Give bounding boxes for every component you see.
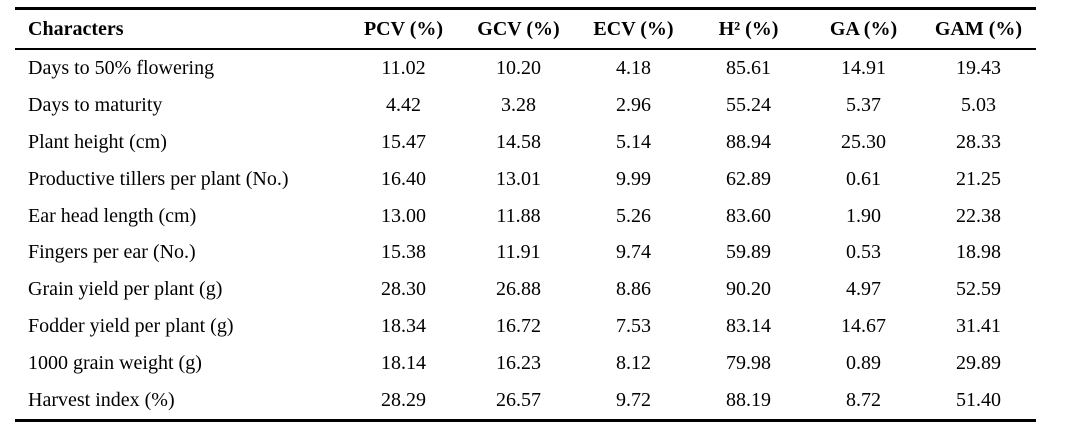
cell-value: 18.98	[956, 241, 1001, 264]
cell-value: 2.96	[616, 93, 651, 116]
cell-value: 9.99	[616, 167, 651, 190]
cell-value: 0.61	[846, 167, 881, 190]
cell-value: 1.90	[846, 204, 881, 227]
table-row: Ear head length (cm) 13.00 11.88 5.26 83…	[15, 198, 1036, 235]
genetic-variability-table: Characters PCV (%) GCV (%) ECV (%) H² (%…	[15, 7, 1036, 422]
table-row: Grain yield per plant (g) 28.30 26.88 8.…	[15, 271, 1036, 308]
cell-value: 25.30	[841, 130, 886, 153]
cell-value: 15.38	[381, 241, 426, 264]
cell-value: 9.72	[616, 388, 651, 411]
row-label: Fingers per ear (No.)	[28, 241, 196, 264]
cell-value: 8.12	[616, 352, 651, 375]
cell-value: 10.20	[496, 56, 541, 79]
table-row: Plant height (cm) 15.47 14.58 5.14 88.94…	[15, 124, 1036, 161]
cell-value: 21.25	[956, 167, 1001, 190]
cell-value: 0.53	[846, 241, 881, 264]
cell-value: 14.91	[841, 56, 886, 79]
cell-value: 62.89	[726, 167, 771, 190]
row-label: 1000 grain weight (g)	[28, 352, 202, 375]
row-label: Days to 50% flowering	[28, 56, 215, 79]
cell-value: 9.74	[616, 241, 651, 264]
cell-value: 83.60	[726, 204, 771, 227]
table-row: Days to maturity 4.42 3.28 2.96 55.24 5.…	[15, 87, 1036, 124]
row-label: Plant height (cm)	[28, 130, 167, 153]
column-header-ga: GA (%)	[806, 8, 921, 50]
cell-value: 51.40	[956, 388, 1001, 411]
column-header-h2: H² (%)	[691, 8, 806, 50]
table-row: 1000 grain weight (g) 18.14 16.23 8.12 7…	[15, 345, 1036, 382]
cell-value: 5.03	[961, 93, 996, 116]
cell-value: 85.61	[726, 56, 771, 79]
row-label: Harvest index (%)	[28, 388, 175, 411]
column-header-characters: Characters	[15, 8, 346, 50]
cell-value: 28.33	[956, 130, 1001, 153]
cell-value: 26.57	[496, 388, 541, 411]
cell-value: 29.89	[956, 352, 1001, 375]
cell-value: 28.29	[381, 388, 426, 411]
row-label: Fodder yield per plant (g)	[28, 315, 234, 338]
cell-value: 4.18	[616, 56, 651, 79]
cell-value: 88.19	[726, 388, 771, 411]
cell-value: 90.20	[726, 278, 771, 301]
cell-value: 79.98	[726, 352, 771, 375]
cell-value: 19.43	[956, 56, 1001, 79]
cell-value: 8.86	[616, 278, 651, 301]
row-label: Productive tillers per plant (No.)	[28, 167, 289, 190]
cell-value: 16.72	[496, 315, 541, 338]
cell-value: 18.14	[381, 352, 426, 375]
cell-value: 14.67	[841, 315, 886, 338]
cell-value: 14.58	[496, 130, 541, 153]
header-row: Characters PCV (%) GCV (%) ECV (%) H² (%…	[15, 8, 1036, 50]
cell-value: 7.53	[616, 315, 651, 338]
cell-value: 5.14	[616, 130, 651, 153]
cell-value: 55.24	[726, 93, 771, 116]
cell-value: 15.47	[381, 130, 426, 153]
cell-value: 11.02	[381, 56, 426, 79]
column-header-ecv: ECV (%)	[576, 8, 691, 50]
table-row: Days to 50% flowering 11.02 10.20 4.18 8…	[15, 49, 1036, 87]
row-label: Ear head length (cm)	[28, 204, 197, 227]
cell-value: 83.14	[726, 315, 771, 338]
cell-value: 4.97	[846, 278, 881, 301]
cell-value: 16.40	[381, 167, 426, 190]
cell-value: 18.34	[381, 315, 426, 338]
cell-value: 31.41	[956, 315, 1001, 338]
cell-value: 5.26	[616, 204, 651, 227]
row-label: Days to maturity	[28, 93, 163, 116]
table-row: Fodder yield per plant (g) 18.34 16.72 7…	[15, 308, 1036, 345]
cell-value: 11.91	[496, 241, 541, 264]
cell-value: 28.30	[381, 278, 426, 301]
cell-value: 11.88	[496, 204, 541, 227]
cell-value: 52.59	[956, 278, 1001, 301]
cell-value: 26.88	[496, 278, 541, 301]
cell-value: 3.28	[501, 93, 536, 116]
cell-value: 4.42	[386, 93, 421, 116]
row-label: Grain yield per plant (g)	[28, 278, 223, 301]
column-header-gam: GAM (%)	[921, 8, 1036, 50]
table-row: Harvest index (%) 28.29 26.57 9.72 88.19…	[15, 382, 1036, 420]
table-container: Characters PCV (%) GCV (%) ECV (%) H² (%…	[15, 7, 1036, 422]
cell-value: 13.01	[496, 167, 541, 190]
cell-value: 16.23	[496, 352, 541, 375]
cell-value: 8.72	[846, 388, 881, 411]
column-header-gcv: GCV (%)	[461, 8, 576, 50]
table-row: Productive tillers per plant (No.) 16.40…	[15, 161, 1036, 198]
cell-value: 59.89	[726, 241, 771, 264]
table-row: Fingers per ear (No.) 15.38 11.91 9.74 5…	[15, 234, 1036, 271]
cell-value: 88.94	[726, 130, 771, 153]
column-header-pcv: PCV (%)	[346, 8, 461, 50]
cell-value: 13.00	[381, 204, 426, 227]
cell-value: 5.37	[846, 93, 881, 116]
cell-value: 22.38	[956, 204, 1001, 227]
cell-value: 0.89	[846, 352, 881, 375]
